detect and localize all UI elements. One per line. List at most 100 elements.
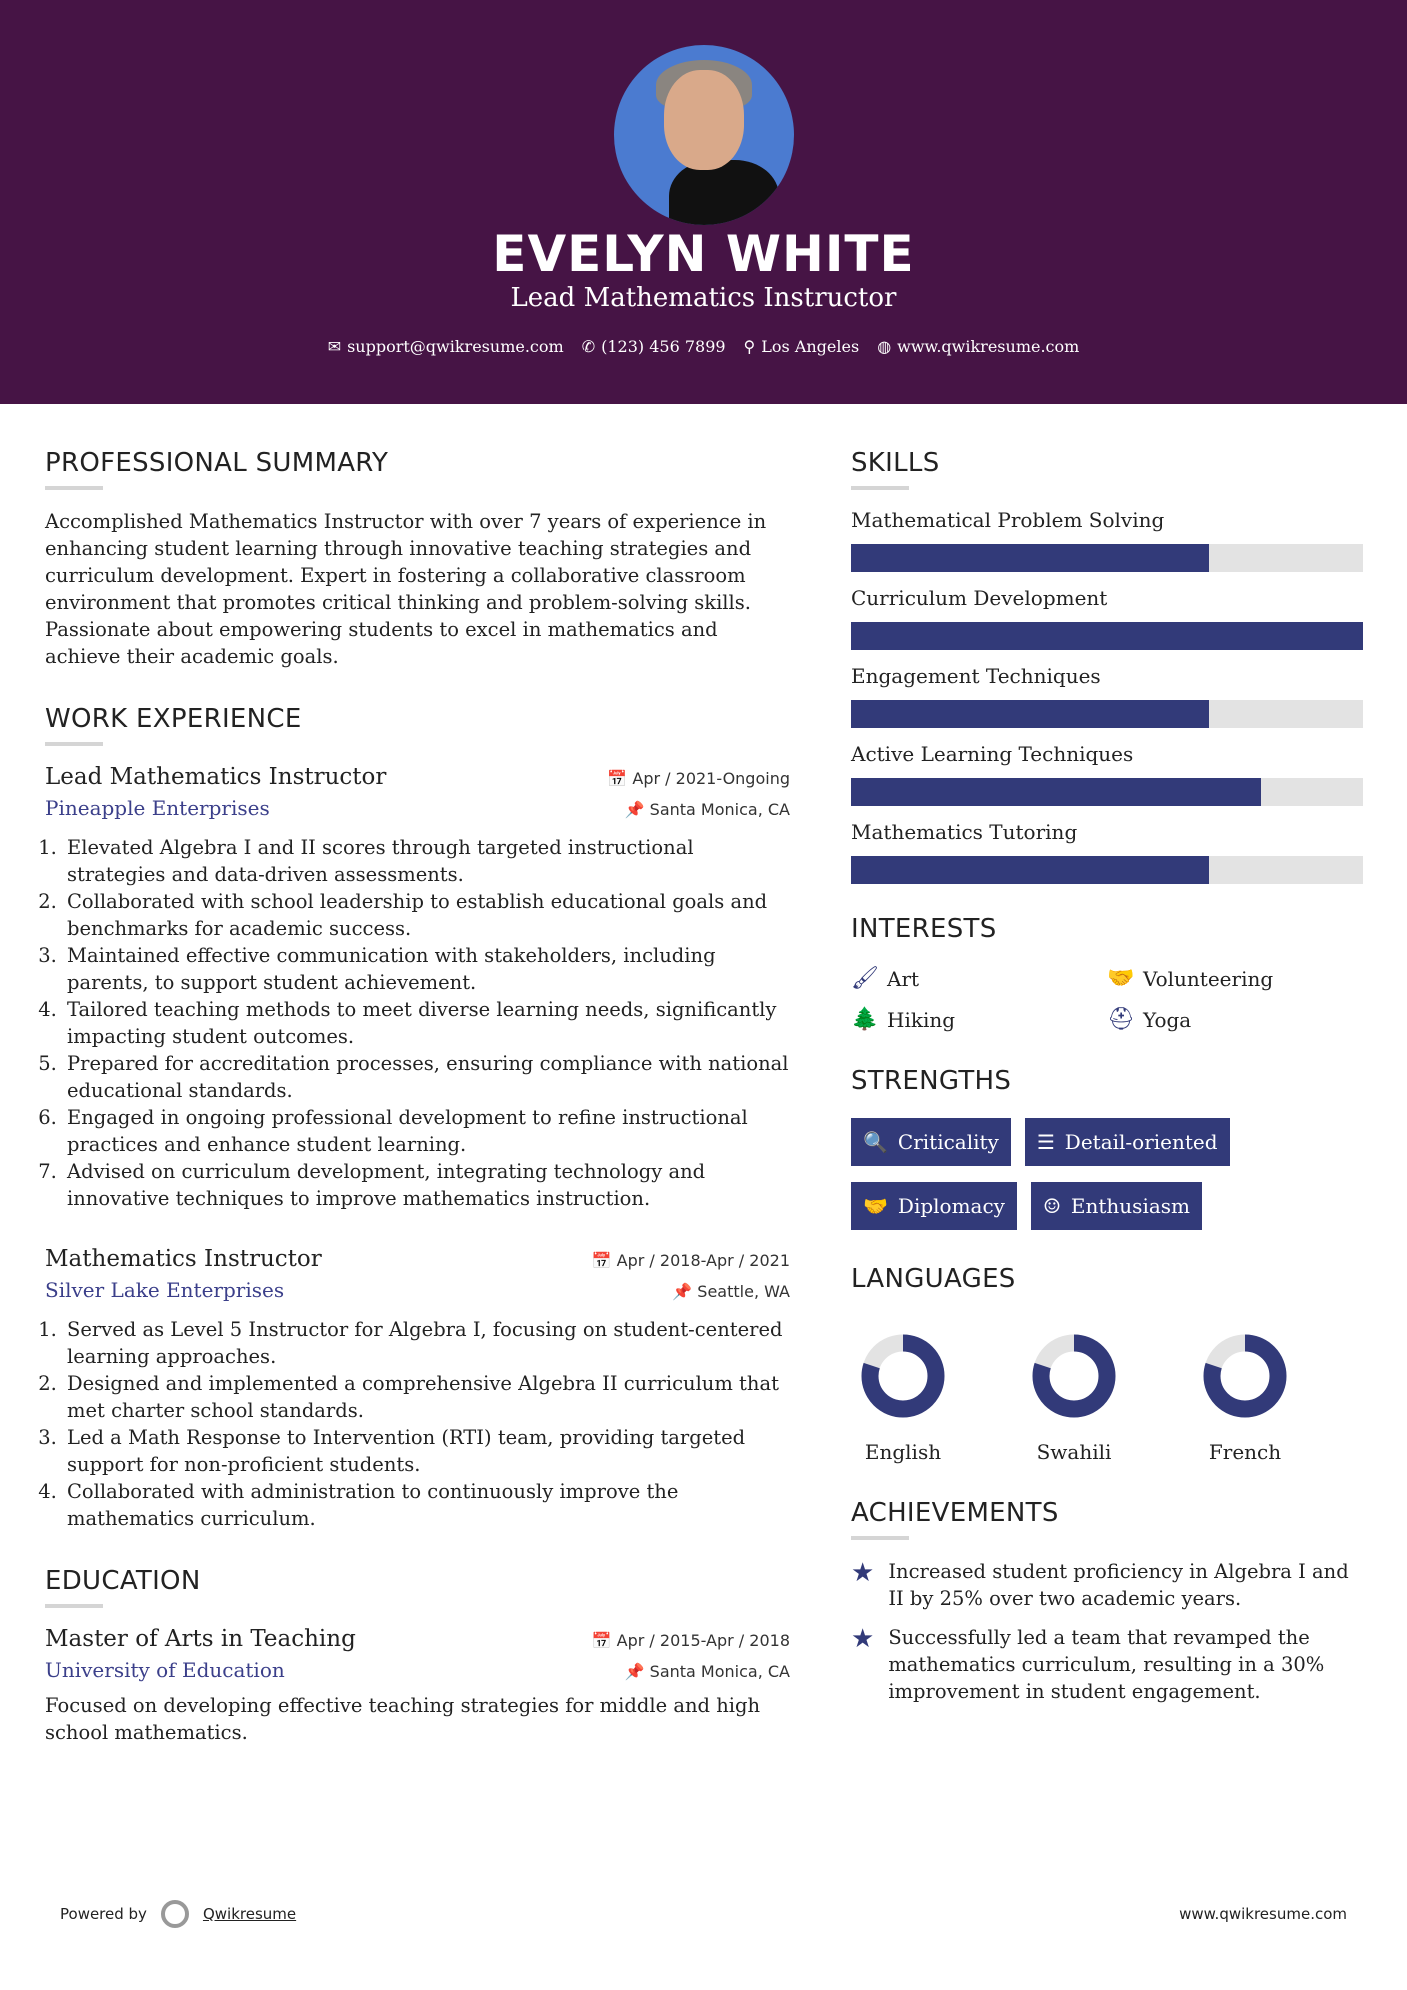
skill-bar	[851, 700, 1363, 728]
achievement-item: ★ Successfully led a team that revamped t…	[851, 1624, 1325, 1703]
section-heading: EDUCATION	[45, 1566, 201, 1596]
section-heading: ACHIEVEMENTS	[851, 1498, 1059, 1528]
achievement-item: ★ Increased student proficiency in Algebr…	[851, 1558, 1349, 1610]
section-heading: SKILLS	[851, 448, 940, 478]
map-pin-icon: ⚲	[743, 337, 756, 356]
strength-badge: ☰ Detail-oriented	[1024, 1118, 1230, 1166]
language-donut	[1032, 1334, 1116, 1418]
qwikresume-logo	[160, 1900, 189, 1928]
company: Silver Lake Enterprises	[45, 1278, 285, 1302]
section-heading: INTERESTS	[851, 914, 997, 944]
job-location: 📌 Santa Monica, CA	[624, 800, 790, 819]
skill-item: Active Learning Techniques	[851, 742, 1363, 806]
skill-item: Engagement Techniques	[851, 664, 1363, 728]
divider	[851, 1536, 909, 1540]
footer-website[interactable]: www.qwikresume.com	[1179, 1905, 1347, 1923]
job-date: 📅 Apr / 2018-Apr / 2021	[591, 1251, 790, 1270]
right-column: SKILLS Mathematical Problem Solving Curri…	[851, 448, 1363, 1739]
resume-header: EVELYN WHITE Lead Mathematics Instructor…	[0, 0, 1407, 404]
job-bullet: Maintained effective communication with …	[63, 942, 790, 996]
phone-icon: ✆	[581, 337, 596, 356]
skill-item: Mathematics Tutoring	[851, 820, 1363, 884]
skill-bar-fill	[851, 778, 1261, 806]
school: University of Education	[45, 1658, 285, 1682]
skill-label: Curriculum Development	[851, 586, 1108, 610]
skills-section: SKILLS Mathematical Problem Solving Curri…	[851, 448, 1363, 884]
job-bullet: Tailored teaching methods to meet divers…	[63, 996, 790, 1050]
skill-item: Mathematical Problem Solving	[851, 508, 1363, 572]
skill-label: Mathematics Tutoring	[851, 820, 1078, 844]
education-location: 📌 Santa Monica, CA	[624, 1662, 790, 1681]
star-icon: ★	[851, 1624, 875, 1654]
interest-item: 🖌 Art	[851, 966, 920, 991]
summary-text: Accomplished Mathematics Instructor with…	[45, 510, 767, 668]
strengths-section: STRENGTHS 🔍 Criticality ☰ Detail-oriented 🤝 D…	[851, 1066, 1363, 1230]
job-bullet: Collaborated with school leadership to e…	[63, 888, 790, 942]
star-icon: ★	[851, 1558, 875, 1588]
divider	[45, 1604, 103, 1608]
section-heading: WORK EXPERIENCE	[45, 704, 302, 734]
contact-email[interactable]: ✉ support@qwikresume.com	[327, 337, 564, 356]
job-location: 📌 Seattle, WA	[672, 1282, 790, 1301]
skill-bar-fill	[851, 700, 1210, 728]
avatar	[614, 45, 794, 225]
job-bullet: Advised on curriculum development, integ…	[63, 1158, 790, 1212]
donut-fill	[1203, 1334, 1287, 1418]
skill-bar-fill	[851, 544, 1210, 572]
skill-bar	[851, 856, 1363, 884]
strength-badge: 🔍 Criticality	[851, 1118, 1011, 1166]
job-bullet: Designed and implemented a comprehensive…	[63, 1370, 790, 1424]
interest-item: 🤝 Volunteering	[1107, 966, 1274, 991]
envelope-icon: ✉	[327, 337, 342, 356]
language-item: English	[861, 1334, 945, 1464]
section-heading: STRENGTHS	[851, 1066, 1012, 1096]
language-label: Swahili	[1036, 1440, 1112, 1464]
candidate-title: Lead Mathematics Instructor	[510, 283, 897, 313]
skill-bar	[851, 622, 1363, 650]
skill-bar	[851, 778, 1363, 806]
donut-fill	[861, 1334, 945, 1418]
contact-location: ⚲ Los Angeles	[743, 337, 860, 356]
donut-fill	[1032, 1334, 1116, 1418]
handshake-icon: 🤝	[1107, 966, 1135, 991]
contact-website[interactable]: ◍ www.qwikresume.com	[877, 337, 1080, 356]
language-item: Swahili	[1032, 1334, 1116, 1464]
contact-bar: ✉ support@qwikresume.com ✆ (123) 456 7899 …	[0, 337, 1407, 356]
strength-badge: 🤝 Diplomacy	[851, 1182, 1017, 1230]
interests-section: INTERESTS 🖌 Art 🤝 Volunteering 🌲 Hiking ⛑ Yoga	[851, 914, 1363, 1032]
job-title: Lead Mathematics Instructor	[45, 764, 387, 790]
search-icon: 🔍	[863, 1130, 888, 1154]
contact-phone[interactable]: ✆ (123) 456 7899	[581, 337, 726, 356]
degree: Master of Arts in Teaching	[45, 1626, 356, 1652]
smile-icon: ☺	[1042, 1194, 1061, 1218]
job-title: Mathematics Instructor	[45, 1246, 322, 1272]
summary-section: PROFESSIONAL SUMMARY Accomplished Mathem…	[45, 448, 790, 670]
handshake-icon: 🤝	[863, 1194, 888, 1218]
language-donut	[1203, 1334, 1287, 1418]
job-bullet: Engaged in ongoing professional developm…	[63, 1104, 790, 1158]
skill-bar-fill	[851, 622, 1363, 650]
interest-item: 🌲 Hiking	[851, 1007, 956, 1032]
language-label: English	[864, 1440, 942, 1464]
divider	[45, 486, 103, 490]
tree-icon: 🌲	[851, 1007, 879, 1032]
achievements-section: ACHIEVEMENTS ★ Increased student proficie…	[851, 1498, 1363, 1705]
job-bullet: Elevated Algebra I and II scores through…	[63, 834, 790, 888]
globe-icon: ◍	[877, 337, 892, 356]
left-column: PROFESSIONAL SUMMARY Accomplished Mathem…	[45, 448, 790, 1780]
brand-link[interactable]: Qwikresume	[202, 1905, 297, 1923]
strength-badge: ☺ Enthusiasm	[1030, 1182, 1202, 1230]
job-bullet: Collaborated with administration to cont…	[63, 1478, 790, 1532]
language-donut	[861, 1334, 945, 1418]
skill-label: Active Learning Techniques	[851, 742, 1134, 766]
language-label: French	[1208, 1440, 1282, 1464]
section-heading: LANGUAGES	[851, 1264, 1016, 1294]
section-heading: PROFESSIONAL SUMMARY	[45, 448, 389, 478]
candidate-name: EVELYN WHITE	[492, 225, 915, 283]
job-entry: Mathematics Instructor 📅 Apr / 2018-Apr /…	[45, 1246, 790, 1532]
education-text: Focused on developing effective teaching…	[45, 1694, 761, 1744]
education-section: EDUCATION Master of Arts in Teaching 📅 Ap…	[45, 1566, 790, 1746]
paintbrush-icon: 🖌	[851, 966, 879, 991]
job-entry: Lead Mathematics Instructor 📅 Apr / 2021-…	[45, 764, 790, 1212]
footer: Powered by Qwikresume www.qwikresume.com	[60, 1900, 1347, 1928]
